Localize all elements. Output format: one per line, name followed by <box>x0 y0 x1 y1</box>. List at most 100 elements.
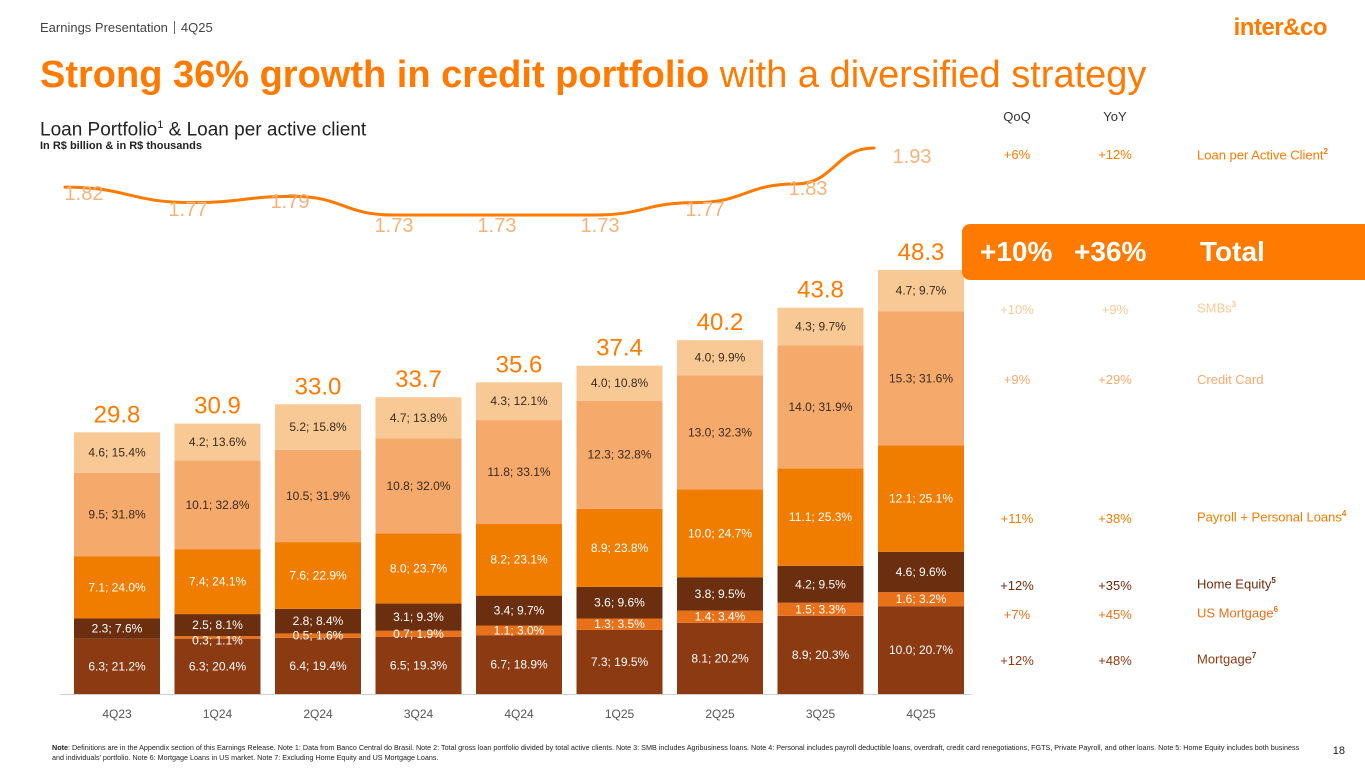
total-label: 40.2 <box>697 309 744 336</box>
loan-per-client-label: Loan per Active Client <box>1197 147 1324 163</box>
total-label: 30.9 <box>194 393 241 420</box>
payroll-name: Payroll + Personal Loans4 <box>1197 509 1346 524</box>
loan-per-client-qoq: +6% <box>1003 147 1031 162</box>
bar-mortgage <box>174 638 261 694</box>
data-label-mortgage: 6.3; 20.4% <box>189 659 247 673</box>
yoy-header: YoY <box>1103 109 1127 124</box>
smb-note: 3 <box>1231 300 1237 309</box>
data-label-payroll: 8.0; 23.7% <box>390 561 448 575</box>
loan-per-client-name: Loan per Active Client2 <box>1197 147 1328 162</box>
smb-qoq: +10% <box>1000 302 1034 317</box>
line-value-label: 1.79 <box>271 191 310 213</box>
x-tick-label: 4Q25 <box>906 707 936 721</box>
x-tick-label: 4Q24 <box>504 707 534 721</box>
bar-credit-card <box>375 438 462 534</box>
chart-subtitle-after: & Loan per active client <box>163 119 367 141</box>
data-label-payroll: 7.1; 24.0% <box>88 580 146 594</box>
bar-smb <box>777 307 864 346</box>
bar-us-mortgage <box>777 602 864 616</box>
bar-mortgage <box>476 635 562 694</box>
bar-payroll <box>476 523 562 596</box>
bar-mortgage <box>375 636 462 694</box>
us-mortgage-name: US Mortgage6 <box>1197 605 1278 620</box>
total-label: 48.3 <box>898 239 945 266</box>
bar-credit-card <box>275 449 361 543</box>
line-value-label: 1.73 <box>581 215 620 237</box>
footnote-label: Note <box>52 743 68 752</box>
chart-unit: In R$ billion & in R$ thousands <box>40 140 202 152</box>
data-label-home-equity: 3.8; 9.5% <box>695 587 746 601</box>
bar-us-mortgage <box>476 625 562 636</box>
bar-mortgage <box>677 622 763 694</box>
credit-card-yoy: +29% <box>1098 372 1132 387</box>
data-label-us-mortgage: 1.6; 3.2% <box>896 592 947 606</box>
data-label-payroll: 7.6; 22.9% <box>289 568 347 582</box>
bar-credit-card <box>476 420 562 524</box>
us-mortgage-qoq: +7% <box>1003 607 1031 622</box>
data-label-us-mortgage: 0.5; 1.6% <box>293 629 344 643</box>
bar-credit-card <box>174 460 261 550</box>
home-equity-yoy: +35% <box>1098 578 1132 593</box>
deck-header: Earnings Presentation 4Q25 <box>40 20 213 35</box>
bar-smb <box>576 365 663 401</box>
data-label-credit-card: 9.5; 31.8% <box>88 507 146 521</box>
total-label: 43.8 <box>797 277 844 304</box>
bar-smb <box>174 423 261 461</box>
line-value-label: 1.73 <box>478 215 517 237</box>
us-mortgage-note: 6 <box>1273 605 1279 614</box>
us-mortgage-yoy: +45% <box>1098 607 1132 622</box>
credit-card-qoq: +9% <box>1003 372 1031 387</box>
data-label-smb: 4.6; 15.4% <box>88 446 146 460</box>
smb-label: SMBs <box>1197 300 1232 316</box>
data-label-payroll: 12.1; 25.1% <box>889 492 953 506</box>
data-label-credit-card: 10.8; 32.0% <box>386 479 450 493</box>
data-label-smb: 4.7; 13.8% <box>390 411 448 425</box>
data-label-us-mortgage: 1.4; 3.4% <box>695 610 746 624</box>
data-label-payroll: 8.9; 23.8% <box>591 541 649 555</box>
total-qoq: +10% <box>980 236 1053 267</box>
data-label-credit-card: 11.8; 33.1% <box>487 465 550 479</box>
total-label: 33.7 <box>395 366 442 393</box>
chart-subtitle-footnote: 1 <box>157 119 164 131</box>
data-label-mortgage: 8.9; 20.3% <box>792 648 850 662</box>
bar-credit-card <box>677 375 763 490</box>
bar-credit-card <box>777 345 864 469</box>
bar-mortgage <box>878 606 964 694</box>
home-equity-note: 5 <box>1271 576 1276 585</box>
data-label-credit-card: 15.3; 31.6% <box>889 371 953 385</box>
chart-subtitle-main: Loan Portfolio <box>40 119 158 141</box>
bar-home-equity <box>375 603 462 631</box>
data-label-home-equity: 4.2; 9.5% <box>795 577 846 591</box>
line-value-label: 1.73 <box>375 215 414 237</box>
bar-credit-card <box>576 400 663 509</box>
line-value-label: 1.83 <box>789 178 828 200</box>
data-label-us-mortgage: 1.3; 3.5% <box>594 617 645 631</box>
home-equity-qoq: +12% <box>1000 578 1034 593</box>
chart-subtitle: Loan Portfolio1 & Loan per active client <box>40 119 366 141</box>
bar-home-equity <box>275 608 361 634</box>
x-tick-label: 4Q23 <box>102 707 132 721</box>
mortgage-label: Mortgage <box>1197 651 1252 667</box>
bar-us-mortgage <box>174 636 261 639</box>
data-label-home-equity: 2.5; 8.1% <box>192 618 243 632</box>
total-yoy: +36% <box>1074 236 1147 267</box>
payroll-qoq: +11% <box>1000 511 1034 526</box>
bar-payroll <box>677 489 763 578</box>
bar-mortgage <box>74 638 160 694</box>
data-label-home-equity: 4.6; 9.6% <box>896 565 947 579</box>
footnote-text: : Definitions are in the Appendix sectio… <box>52 743 1300 762</box>
qoq-header: QoQ <box>1003 109 1031 124</box>
bar-smb <box>677 340 763 376</box>
data-label-home-equity: 2.8; 8.4% <box>293 614 344 628</box>
data-label-payroll: 10.0; 24.7% <box>688 526 752 540</box>
bar-home-equity <box>777 565 864 603</box>
smb-yoy: +9% <box>1101 302 1129 317</box>
bar-us-mortgage <box>275 633 361 638</box>
mortgage-name: Mortgage7 <box>1197 651 1256 666</box>
credit-card-name: Credit Card <box>1197 372 1264 387</box>
data-label-smb: 5.2; 15.8% <box>289 420 347 434</box>
data-label-home-equity: 3.6; 9.6% <box>594 596 645 610</box>
us-mortgage-label: US Mortgage <box>1197 605 1274 621</box>
data-label-home-equity: 2.3; 7.6% <box>92 622 143 636</box>
deck-header-title: Earnings Presentation <box>40 20 168 35</box>
